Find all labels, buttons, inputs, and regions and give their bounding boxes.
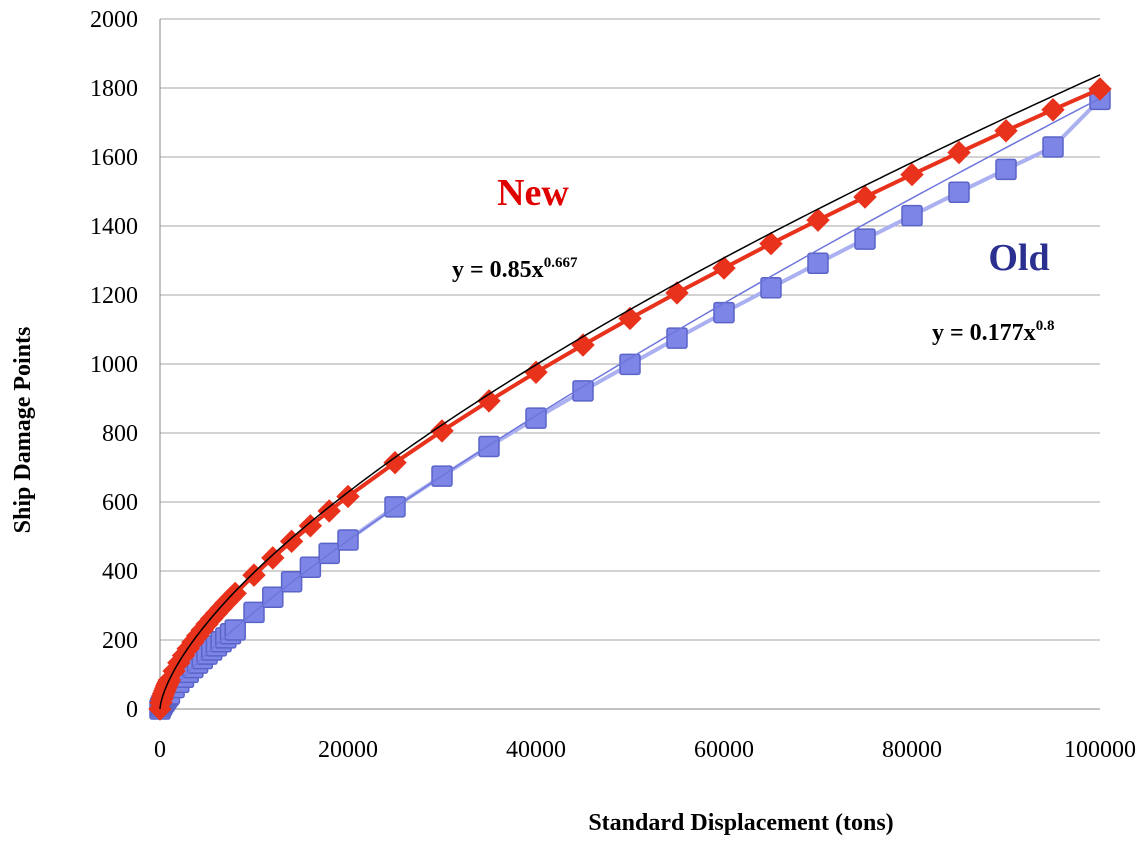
data-point-old: [1042, 136, 1064, 158]
y-tick-label: 2000: [90, 7, 138, 33]
data-point-new: [759, 231, 783, 256]
data-point-new: [336, 484, 360, 509]
x-tick-labels: 0 20000 40000 60000 80000 100000: [154, 737, 1136, 763]
data-point-old: [572, 380, 594, 402]
y-tick-labels: 0 200 400 600 800 1000 1200 1400 1600 1800 2000: [90, 7, 138, 723]
y-tick-label: 400: [102, 559, 138, 585]
x-axis-title: Standard Displacement (tons): [588, 810, 893, 836]
series-label-new: New: [497, 172, 569, 214]
y-tick-label: 1000: [90, 352, 138, 378]
data-point-old: [713, 301, 735, 324]
data-point-new: [712, 256, 736, 280]
data-point-new: [900, 162, 924, 187]
x-tick-label: 80000: [882, 737, 942, 763]
equation-new-base: y = 0.85x: [452, 257, 544, 283]
y-axis-title: Ship Damage Points: [10, 327, 36, 534]
data-point-new: [947, 140, 971, 165]
data-point-new: [1041, 98, 1065, 122]
data-point-new: [298, 514, 323, 538]
trendline-old: [159, 97, 1101, 710]
data-point-new: [317, 499, 341, 523]
data-point-old: [619, 353, 641, 376]
data-point-new: [383, 450, 407, 475]
data-point-new: [994, 119, 1018, 143]
x-tick-label: 40000: [506, 737, 566, 763]
x-tick-label: 60000: [694, 737, 754, 763]
data-point-old: [901, 204, 923, 227]
data-point-old: [995, 158, 1017, 181]
data-point-new: [665, 281, 689, 305]
y-tick-label: 800: [102, 421, 138, 447]
y-tick-label: 600: [102, 490, 138, 516]
data-point-old: [478, 435, 500, 458]
equation-old: y = 0.177x0.8: [932, 318, 1054, 346]
y-tick-label: 1800: [90, 76, 138, 102]
data-point-new: [279, 529, 304, 554]
data-point-new: [261, 546, 285, 570]
axes: [159, 19, 1100, 710]
equation-old-base: y = 0.177x: [932, 320, 1036, 346]
equation-new-exponent: 0.667: [544, 255, 578, 271]
x-tick-label: 0: [154, 737, 166, 763]
equation-old-exponent: 0.8: [1036, 318, 1055, 334]
y-tick-label: 1400: [90, 214, 138, 240]
equation-new: y = 0.85x0.667: [452, 255, 578, 283]
series-layer: [148, 74, 1112, 721]
y-tick-label: 200: [102, 628, 138, 654]
x-tick-label: 100000: [1064, 737, 1136, 763]
data-point-old: [224, 619, 246, 641]
data-point-new: [430, 419, 454, 443]
data-point-old: [807, 252, 829, 275]
data-point-new: [806, 208, 830, 232]
series-label-old: Old: [988, 237, 1049, 279]
y-tick-label: 1600: [90, 145, 138, 171]
data-point-new: [1088, 77, 1112, 101]
series-new: [148, 74, 1112, 721]
trendline-new: [159, 74, 1101, 710]
data-point-old: [854, 228, 876, 250]
series-old: [149, 88, 1111, 720]
data-point-new: [223, 581, 247, 606]
data-point-new: [477, 389, 501, 413]
y-tick-label: 1200: [90, 283, 138, 309]
data-point-new: [242, 563, 266, 587]
data-point-old: [948, 181, 970, 203]
x-tick-label: 20000: [318, 737, 378, 763]
data-point-new: [618, 306, 642, 331]
y-tick-label: 0: [126, 697, 138, 723]
data-point-old: [760, 277, 782, 299]
data-point-new: [853, 185, 877, 209]
